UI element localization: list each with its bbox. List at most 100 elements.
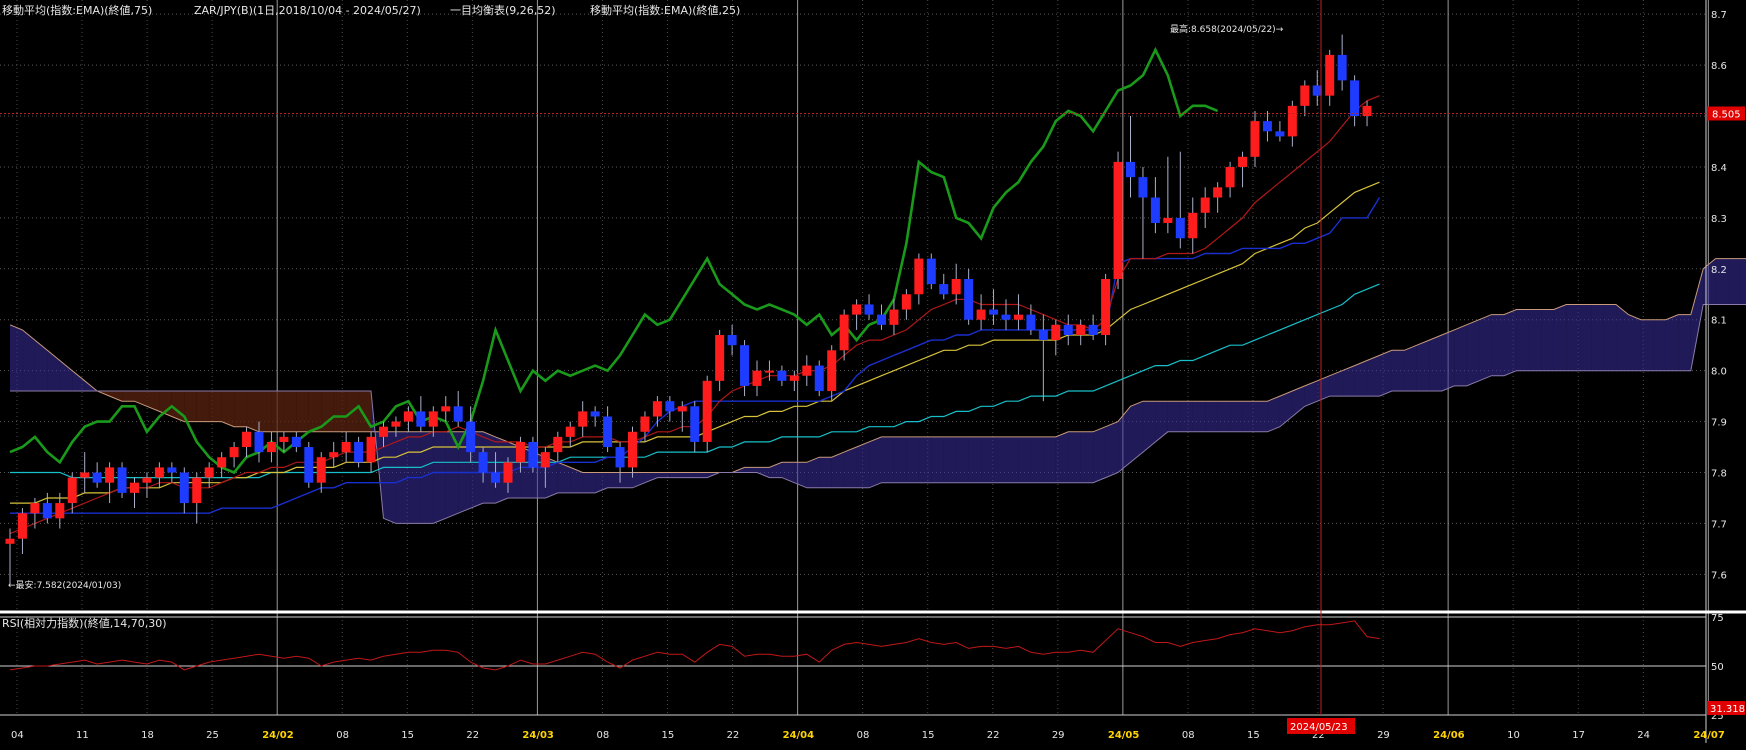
candle-body [403,411,413,422]
x-tick-label: 25 [206,730,219,741]
cloud-segment [1354,360,1368,397]
current-price-badge [1707,106,1745,121]
cloud-segment [993,436,1006,483]
cloud-segment [1093,426,1106,483]
x-tick-label: 24 [1637,730,1650,741]
candle-body [802,365,812,376]
cloud-segment [1404,345,1417,392]
x-tick-label: 24/05 [1108,730,1140,741]
y-tick-label: 8.2 [1711,265,1727,276]
x-tick-label: 08 [1182,730,1195,741]
cloud-segment [1603,304,1617,371]
y-tick-label: 7.9 [1711,418,1727,429]
y-tick-label: 8.0 [1711,367,1727,378]
cloud-segment [271,391,284,432]
cloud-segment [582,472,596,493]
candle-body [690,406,700,442]
candle-body [130,482,139,493]
cloud-segment [1441,329,1455,392]
x-tick-label: 22 [1312,730,1325,741]
rsi-level-label: 50 [1711,662,1724,673]
candle-body [379,426,388,437]
x-tick-label: 22 [466,730,479,741]
cloud-segment [1367,355,1380,397]
rsi-value-badge [1707,701,1745,715]
cloud-segment [10,324,23,392]
cloud-segment [557,462,571,493]
overlay-marks: 8.505 2024/05/23 最高:8.658(2024/05/22)→ ←最安:… [0,0,1745,734]
x-tick-label: 10 [1507,730,1520,741]
indicator-lines [9,46,1381,535]
cloud-segment [1068,431,1081,483]
cloud-segment [744,467,757,473]
cloud-segment [383,431,396,524]
cloud-segment [22,329,35,392]
y-tick-label: 8.4 [1711,163,1727,174]
candle-body [366,436,376,463]
cloud-segment [34,340,48,392]
candle-body [951,278,961,295]
cloud-segment [1080,431,1094,483]
cloud-segment [1678,314,1691,371]
x-tick-label: 22 [727,730,740,741]
cloud-segment [669,472,683,478]
cloud-segment [1242,401,1255,432]
cloud-segment [1304,380,1318,407]
cloud-segment [72,370,85,392]
cloud-segment [620,472,633,488]
candle-body [5,538,15,544]
cloud-segment [1640,319,1654,371]
candle-body [590,411,600,417]
candle-body [1138,177,1148,198]
x-tick-label: 15 [401,730,414,741]
cloud-segment [109,391,123,402]
candle-body [914,258,924,295]
candle-body [1300,85,1310,106]
candle-body [478,452,488,473]
candle-body [864,304,874,315]
candle-body [391,421,401,427]
cloud-segment [1479,314,1492,381]
x-tick-label: 08 [596,730,609,741]
candle-body [80,472,90,478]
candle-body [1200,197,1210,213]
x-tick-label: 22 [987,730,1000,741]
cloud-segment [296,391,309,432]
candle-body [142,477,152,483]
cloud-segment [1105,421,1119,478]
kijun-line [10,197,1381,514]
cloud-segment [1728,258,1741,305]
x-tick-label: 29 [1377,730,1390,741]
cloud-segment [757,467,770,478]
cloud-segment [1429,335,1442,392]
candle-body [491,472,501,483]
candle-body [1250,121,1260,157]
x-tick-label: 11 [76,730,89,741]
candle-body [1126,161,1135,178]
cloud-segment [956,436,969,483]
candle-body [503,462,513,483]
cloud-segment [246,391,259,432]
candle-body [266,441,276,453]
cloud-segment [1416,340,1430,392]
candle-body [553,436,563,453]
candle-body [839,314,849,351]
rsi-value: 31.318 [1710,704,1745,715]
cloud-segment [943,436,957,483]
candle-body [528,441,538,468]
y-tick-label: 8.1 [1711,316,1727,327]
y-tick-label: 7.8 [1711,469,1727,480]
candle-body [677,406,687,412]
x-tick-label: 15 [1247,730,1260,741]
candle-body [1188,212,1198,239]
x-tick-label: 24/06 [1433,730,1465,741]
candle-body [1238,156,1248,167]
candle-body [1325,54,1335,96]
candle-body [1287,105,1297,137]
candle-body [242,431,252,448]
candle-body [1013,314,1023,320]
candle-body [1063,324,1073,336]
cloud-segment [1205,401,1218,432]
